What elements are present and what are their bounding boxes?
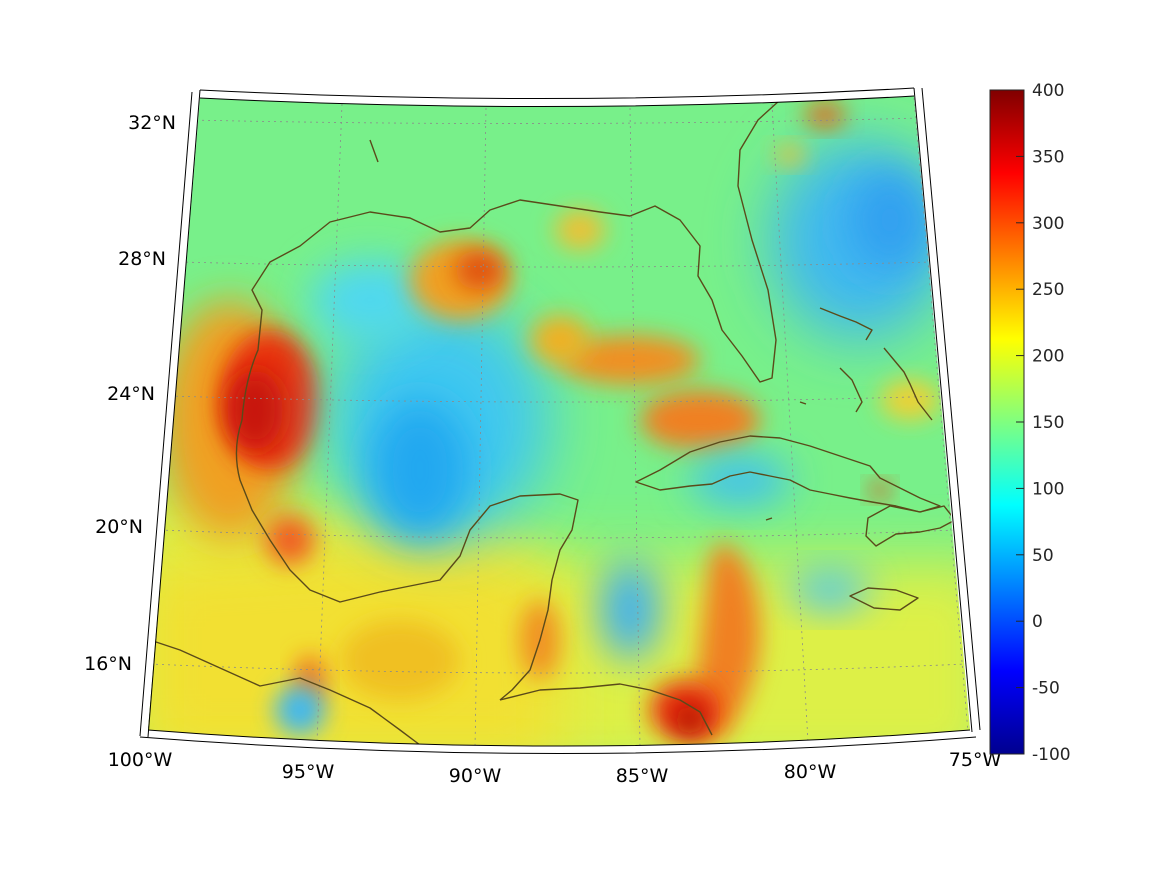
colorbar-tick-label: 0 (1032, 612, 1043, 632)
colorbar-tick-label: 100 (1032, 479, 1064, 499)
lon-tick-label: 75°W (949, 749, 1002, 771)
lat-tick-label: 24°N (107, 383, 155, 405)
lat-tick-label: 16°N (84, 653, 132, 675)
map-frame (139, 87, 981, 754)
colorbar: 400 350 300 250 200 150 100 50 0 -50 -100 (989, 81, 1071, 765)
lon-tick-label: 80°W (784, 761, 837, 783)
colorbar-tick-label: 200 (1032, 347, 1064, 367)
data-field (148, 96, 970, 746)
colorbar-tick-label: 250 (1032, 280, 1064, 300)
lat-tick-label: 32°N (128, 112, 176, 134)
colorbar-tick-label: 400 (1032, 81, 1064, 101)
colorbar-tick-label: 50 (1032, 546, 1054, 566)
lat-tick-label: 20°N (95, 516, 143, 538)
lon-tick-label: 95°W (282, 761, 335, 783)
latitude-tick-labels: 16°N 20°N 24°N 28°N 32°N (84, 112, 176, 675)
lat-tick-label: 28°N (118, 248, 166, 270)
lon-tick-label: 90°W (449, 765, 502, 787)
colorbar-tick-label: 150 (1032, 413, 1064, 433)
coastlines (149, 99, 956, 746)
colorbar-tick-label: 350 (1032, 147, 1064, 167)
colorbar-tick-label: 300 (1032, 214, 1064, 234)
colorbar-tick-label: -100 (1032, 745, 1071, 765)
longitude-tick-labels: 100°W 95°W 90°W 85°W 80°W 75°W (108, 749, 1002, 787)
colorbar-tick-label: -50 (1032, 679, 1060, 699)
lon-tick-label: 100°W (108, 749, 173, 771)
lon-tick-label: 85°W (616, 765, 669, 787)
colorbar-tick-labels: 400 350 300 250 200 150 100 50 0 -50 -100 (1016, 81, 1071, 765)
